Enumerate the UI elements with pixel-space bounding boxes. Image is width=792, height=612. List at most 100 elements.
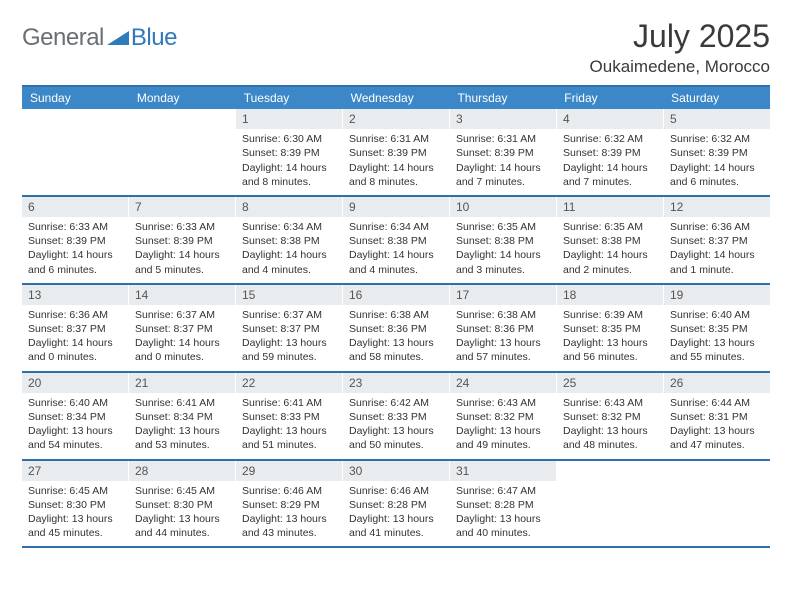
day-body: Sunrise: 6:43 AMSunset: 8:32 PMDaylight:… [450, 393, 556, 459]
sunset-text: Sunset: 8:32 PM [456, 410, 550, 424]
day-cell [129, 109, 236, 195]
daylight-text: Daylight: 14 hours and 0 minutes. [135, 336, 229, 364]
day-body: Sunrise: 6:37 AMSunset: 8:37 PMDaylight:… [236, 305, 342, 371]
day-number: 20 [22, 373, 128, 393]
sunrise-text: Sunrise: 6:44 AM [670, 396, 764, 410]
daylight-text: Daylight: 13 hours and 45 minutes. [28, 512, 122, 540]
sunrise-text: Sunrise: 6:45 AM [135, 484, 229, 498]
day-body: Sunrise: 6:45 AMSunset: 8:30 PMDaylight:… [22, 481, 128, 547]
day-body: Sunrise: 6:33 AMSunset: 8:39 PMDaylight:… [129, 217, 235, 283]
sunset-text: Sunset: 8:38 PM [563, 234, 657, 248]
day-number [557, 461, 663, 465]
day-number: 22 [236, 373, 342, 393]
sunrise-text: Sunrise: 6:37 AM [242, 308, 336, 322]
day-body: Sunrise: 6:42 AMSunset: 8:33 PMDaylight:… [343, 393, 449, 459]
day-number: 4 [557, 109, 663, 129]
day-cell: 14Sunrise: 6:37 AMSunset: 8:37 PMDayligh… [129, 285, 236, 371]
sunset-text: Sunset: 8:33 PM [242, 410, 336, 424]
weekday-label: Monday [129, 87, 236, 109]
day-body: Sunrise: 6:35 AMSunset: 8:38 PMDaylight:… [450, 217, 556, 283]
sunset-text: Sunset: 8:39 PM [135, 234, 229, 248]
day-cell: 23Sunrise: 6:42 AMSunset: 8:33 PMDayligh… [343, 373, 450, 459]
sunset-text: Sunset: 8:39 PM [28, 234, 122, 248]
weekday-label: Tuesday [236, 87, 343, 109]
sunrise-text: Sunrise: 6:40 AM [28, 396, 122, 410]
weeks-container: 1Sunrise: 6:30 AMSunset: 8:39 PMDaylight… [22, 109, 770, 548]
daylight-text: Daylight: 14 hours and 7 minutes. [563, 161, 657, 189]
day-body: Sunrise: 6:32 AMSunset: 8:39 PMDaylight:… [557, 129, 663, 195]
sunrise-text: Sunrise: 6:41 AM [135, 396, 229, 410]
day-number: 9 [343, 197, 449, 217]
sunset-text: Sunset: 8:38 PM [242, 234, 336, 248]
day-number [22, 109, 128, 113]
sunset-text: Sunset: 8:38 PM [456, 234, 550, 248]
day-number: 15 [236, 285, 342, 305]
week-row: 20 Sunrise: 6:40 AM Sunset: 8:34 PM Dayligh… [22, 373, 770, 461]
sunset-text: Sunset: 8:38 PM [349, 234, 443, 248]
day-cell: 30Sunrise: 6:46 AMSunset: 8:28 PMDayligh… [343, 461, 450, 547]
day-body: Sunrise: 6:30 AMSunset: 8:39 PMDaylight:… [236, 129, 342, 195]
daylight-text: Daylight: 13 hours and 54 minutes. [28, 424, 122, 452]
day-number: 29 [236, 461, 342, 481]
month-title: July 2025 [590, 18, 770, 55]
sunrise-text: Sunrise: 6:42 AM [349, 396, 443, 410]
daylight-text: Daylight: 14 hours and 4 minutes. [349, 248, 443, 276]
daylight-text: Daylight: 13 hours and 43 minutes. [242, 512, 336, 540]
sunset-text: Sunset: 8:39 PM [349, 146, 443, 160]
sunset-text: Sunset: 8:29 PM [242, 498, 336, 512]
day-body: Sunrise: 6:38 AMSunset: 8:36 PMDaylight:… [343, 305, 449, 371]
day-cell: 3Sunrise: 6:31 AMSunset: 8:39 PMDaylight… [450, 109, 557, 195]
day-number: 16 [343, 285, 449, 305]
day-cell: 2Sunrise: 6:31 AMSunset: 8:39 PMDaylight… [343, 109, 450, 195]
daylight-text: Daylight: 14 hours and 3 minutes. [456, 248, 550, 276]
sunset-text: Sunset: 8:37 PM [670, 234, 764, 248]
sunset-text: Sunset: 8:39 PM [563, 146, 657, 160]
sunrise-text: Sunrise: 6:32 AM [670, 132, 764, 146]
sunrise-text: Sunrise: 6:33 AM [28, 220, 122, 234]
sunset-text: Sunset: 8:32 PM [563, 410, 657, 424]
sunset-text: Sunset: 8:34 PM [135, 410, 229, 424]
week-row: 13Sunrise: 6:36 AMSunset: 8:37 PMDayligh… [22, 285, 770, 373]
sunrise-text: Sunrise: 6:40 AM [670, 308, 764, 322]
logo: General Blue [22, 24, 177, 52]
day-number: 5 [664, 109, 770, 129]
daylight-text: Daylight: 13 hours and 40 minutes. [456, 512, 550, 540]
week-row: 27Sunrise: 6:45 AMSunset: 8:30 PMDayligh… [22, 461, 770, 549]
day-cell: 25Sunrise: 6:43 AMSunset: 8:32 PMDayligh… [557, 373, 664, 459]
week-row: 6Sunrise: 6:33 AMSunset: 8:39 PMDaylight… [22, 197, 770, 285]
day-body: Sunrise: 6:36 AMSunset: 8:37 PMDaylight:… [664, 217, 770, 283]
day-number: 2 [343, 109, 449, 129]
sunset-text: Sunset: 8:39 PM [242, 146, 336, 160]
daylight-text: Daylight: 13 hours and 58 minutes. [349, 336, 443, 364]
daylight-text: Daylight: 14 hours and 8 minutes. [242, 161, 336, 189]
day-body: Sunrise: 6:44 AMSunset: 8:31 PMDaylight:… [664, 393, 770, 459]
day-cell: 4Sunrise: 6:32 AMSunset: 8:39 PMDaylight… [557, 109, 664, 195]
day-cell: 12Sunrise: 6:36 AMSunset: 8:37 PMDayligh… [664, 197, 770, 283]
daylight-text: Daylight: 13 hours and 51 minutes. [242, 424, 336, 452]
day-cell: 31Sunrise: 6:47 AMSunset: 8:28 PMDayligh… [450, 461, 557, 547]
sunrise-text: Sunrise: 6:34 AM [242, 220, 336, 234]
day-number: 31 [450, 461, 556, 481]
day-number [129, 109, 235, 113]
weekday-label: Thursday [449, 87, 556, 109]
sunset-text: Sunset: 8:33 PM [349, 410, 443, 424]
day-cell: 21Sunrise: 6:41 AMSunset: 8:34 PMDayligh… [129, 373, 236, 459]
day-cell: 26Sunrise: 6:44 AMSunset: 8:31 PMDayligh… [664, 373, 770, 459]
day-cell: 15Sunrise: 6:37 AMSunset: 8:37 PMDayligh… [236, 285, 343, 371]
daylight-text: Daylight: 13 hours and 41 minutes. [349, 512, 443, 540]
sunrise-text: Sunrise: 6:32 AM [563, 132, 657, 146]
day-body: Sunrise: 6:43 AMSunset: 8:32 PMDaylight:… [557, 393, 663, 459]
daylight-text: Daylight: 14 hours and 6 minutes. [670, 161, 764, 189]
daylight-text: Daylight: 14 hours and 4 minutes. [242, 248, 336, 276]
sunset-text: Sunset: 8:35 PM [670, 322, 764, 336]
day-number: 3 [450, 109, 556, 129]
weekday-label: Friday [556, 87, 663, 109]
day-cell: 17Sunrise: 6:38 AMSunset: 8:36 PMDayligh… [450, 285, 557, 371]
sunset-text: Sunset: 8:30 PM [28, 498, 122, 512]
sunrise-text: Sunrise: 6:35 AM [456, 220, 550, 234]
sunset-text: Sunset: 8:39 PM [456, 146, 550, 160]
day-cell: 20Sunrise: 6:40 AMSunset: 8:34 PMDayligh… [22, 373, 129, 459]
sunrise-text: Sunrise: 6:36 AM [28, 308, 122, 322]
daylight-text: Daylight: 14 hours and 7 minutes. [456, 161, 550, 189]
day-number: 17 [450, 285, 556, 305]
